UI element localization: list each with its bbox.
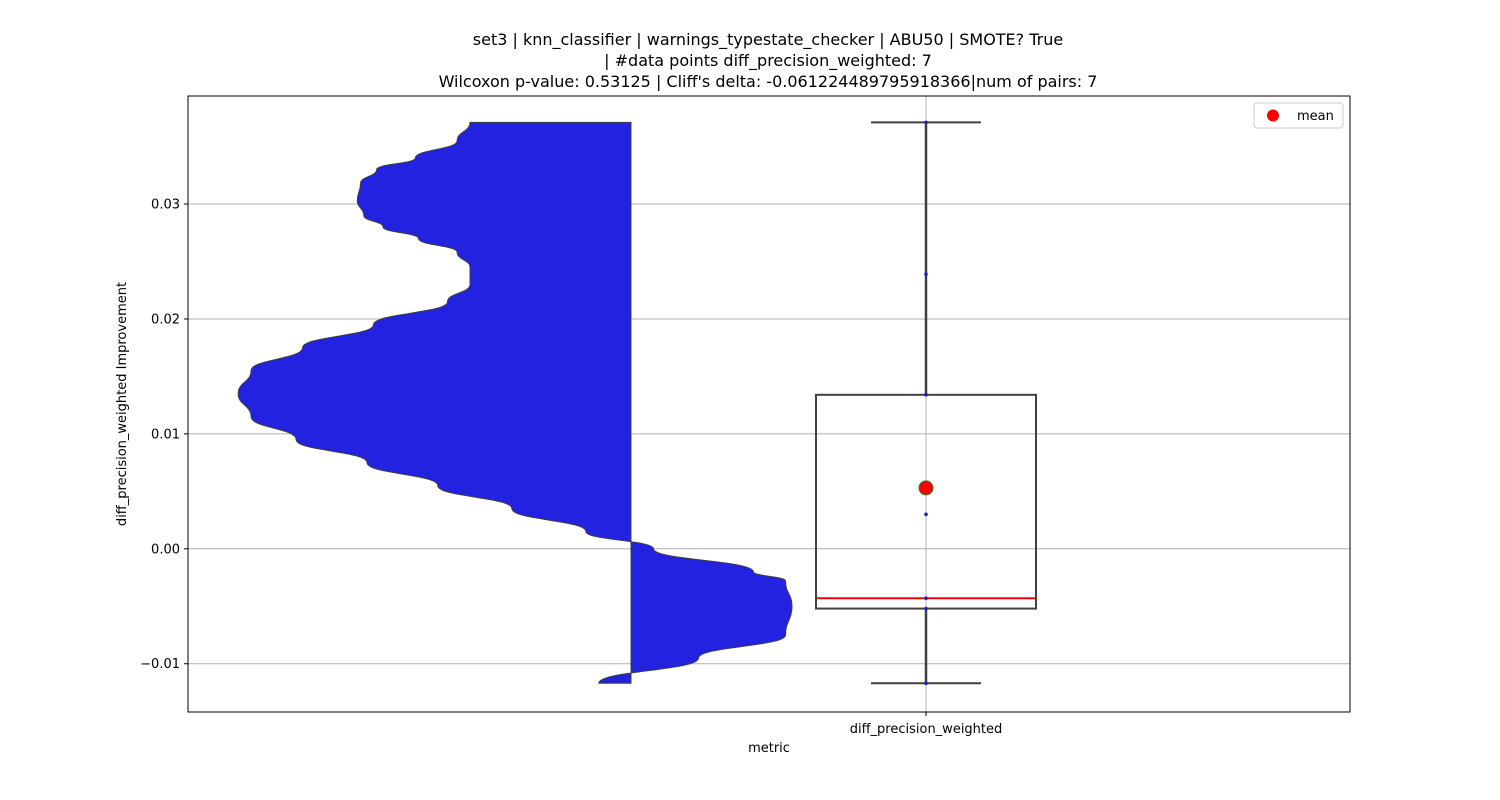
mean-marker (918, 480, 934, 496)
x-axis-ticks: diff_precision_weighted (850, 712, 1003, 737)
chart-title: set3 | knn_classifier | warnings_typesta… (0, 29, 1500, 92)
data-point (924, 606, 928, 611)
x-tick-label: diff_precision_weighted (850, 722, 1003, 737)
data-point (924, 120, 928, 125)
data-point (924, 681, 928, 686)
data-point (924, 596, 928, 601)
data-point (924, 512, 928, 517)
legend-frame (1253, 102, 1344, 129)
violin-body (237, 121, 793, 684)
data-point (924, 393, 928, 397)
legend-mean-label: mean (1297, 109, 1334, 124)
y-tick-label: 0.02 (151, 312, 180, 327)
y-tick-label: −0.01 (140, 657, 180, 672)
x-axis-label: metric (748, 741, 790, 756)
plot-frame (187, 95, 1351, 713)
legend: mean (1253, 102, 1344, 129)
violin (237, 121, 793, 684)
y-axis-label: diff_precision_weighted Improvement (115, 282, 130, 526)
y-tick-label: 0.00 (151, 542, 180, 557)
chart-title-line-2: | #data points diff_precision_weighted: … (604, 51, 932, 70)
data-points (918, 120, 934, 686)
chart-title-line-3: Wilcoxon p-value: 0.53125 | Cliff's delt… (438, 72, 1098, 91)
y-tick-label: 0.01 (151, 427, 180, 442)
y-tick-label: 0.03 (151, 198, 180, 213)
data-point (924, 272, 928, 276)
y-axis-ticks: −0.01 0.00 0.01 0.02 0.03 (140, 198, 188, 672)
legend-mean-marker (1267, 109, 1279, 122)
chart-title-line-1: set3 | knn_classifier | warnings_typesta… (472, 30, 1064, 49)
